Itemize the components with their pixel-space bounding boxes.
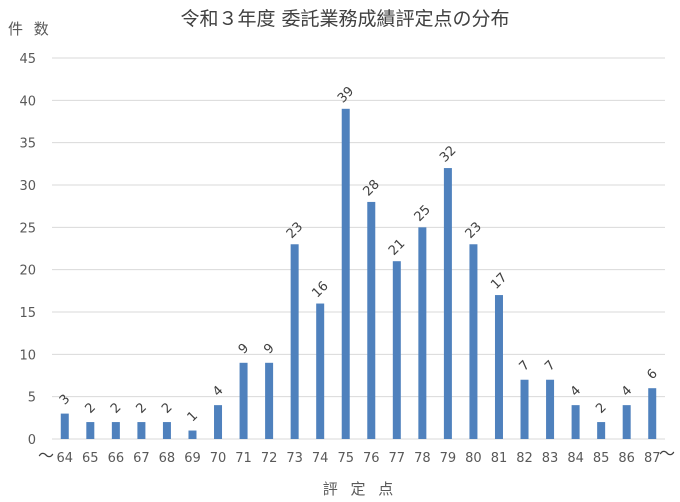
y-tick-label: 10 <box>19 348 36 363</box>
x-tick-label: 78 <box>414 451 431 466</box>
x-tick-label: 81 <box>491 451 508 466</box>
data-label: 7 <box>542 358 558 374</box>
data-label: 7 <box>517 358 533 374</box>
bar <box>86 422 95 439</box>
bar <box>648 388 657 439</box>
y-axis-label: 件 数 <box>8 20 52 38</box>
lower-bound-tilde: 〜 <box>38 446 55 465</box>
x-tick-label: 85 <box>593 451 610 466</box>
data-label: 2 <box>134 400 150 416</box>
x-tick-label: 74 <box>312 451 329 466</box>
data-label: 39 <box>335 84 357 106</box>
bar <box>392 261 401 439</box>
data-label: 2 <box>159 400 175 416</box>
x-tick-label: 71 <box>235 451 252 466</box>
y-tick-label: 20 <box>19 264 36 279</box>
bar <box>60 413 69 439</box>
data-label: 1 <box>185 409 201 425</box>
bar <box>597 422 606 439</box>
y-tick-label: 30 <box>19 179 36 194</box>
x-tick-label: 87 <box>644 451 661 466</box>
bar <box>367 201 376 439</box>
data-label: 28 <box>360 177 382 199</box>
chart-title: 令和３年度 委託業務成績評定点の分布 <box>180 8 510 30</box>
bar <box>418 227 427 439</box>
x-tick-label: 73 <box>286 451 303 466</box>
x-tick-label: 79 <box>440 451 457 466</box>
bar <box>546 379 555 439</box>
data-label: 4 <box>568 383 584 399</box>
bar <box>520 379 529 439</box>
data-label: 32 <box>437 143 459 165</box>
data-label: 2 <box>108 400 124 416</box>
data-label: 23 <box>463 219 485 241</box>
bar <box>290 244 299 439</box>
bar <box>214 405 223 439</box>
bar <box>239 362 248 439</box>
x-tick-label: 70 <box>210 451 227 466</box>
x-tick-label: 67 <box>133 451 150 466</box>
y-tick-label: 45 <box>19 52 36 67</box>
y-tick-label: 5 <box>28 391 36 406</box>
data-label: 6 <box>644 366 660 382</box>
x-tick-label: 68 <box>159 451 176 466</box>
x-tick-label: 65 <box>82 451 99 466</box>
bar <box>162 422 171 439</box>
y-tick-label: 15 <box>19 306 36 321</box>
x-tick-label: 75 <box>337 451 354 466</box>
bar <box>265 362 274 439</box>
bar <box>111 422 120 439</box>
data-label: 2 <box>82 400 98 416</box>
x-tick-label: 80 <box>465 451 482 466</box>
bar <box>443 168 452 440</box>
data-label: 16 <box>309 279 331 301</box>
data-label: 9 <box>261 341 277 357</box>
data-label: 4 <box>210 383 226 399</box>
bar <box>494 295 503 439</box>
x-tick-label: 76 <box>363 451 380 466</box>
bar <box>137 422 146 439</box>
data-label: 23 <box>284 219 306 241</box>
x-tick-label: 77 <box>389 451 406 466</box>
upper-bound-tilde: 〜 <box>659 444 676 463</box>
x-tick-label: 84 <box>567 451 584 466</box>
x-tick-label: 64 <box>56 451 73 466</box>
x-tick-label: 86 <box>618 451 635 466</box>
x-tick-label: 66 <box>108 451 125 466</box>
bar <box>571 405 580 439</box>
y-tick-label: 40 <box>19 94 36 109</box>
data-label: 9 <box>236 341 252 357</box>
bar <box>622 405 631 439</box>
data-label: 21 <box>386 236 408 258</box>
bar <box>469 244 478 439</box>
x-axis-label: 評 定 点 <box>322 480 398 498</box>
data-label: 4 <box>619 383 635 399</box>
data-label: 17 <box>488 270 510 292</box>
bar <box>316 303 325 439</box>
y-tick-label: 35 <box>19 137 36 152</box>
x-tick-label: 83 <box>542 451 559 466</box>
x-tick-label: 69 <box>184 451 201 466</box>
bar <box>188 430 197 439</box>
y-tick-label: 25 <box>19 221 36 236</box>
x-tick-label: 72 <box>261 451 278 466</box>
data-label: 2 <box>593 400 609 416</box>
bar <box>341 108 350 440</box>
data-label: 25 <box>412 203 434 225</box>
x-tick-label: 82 <box>516 451 533 466</box>
y-tick-label: 0 <box>28 433 36 448</box>
data-label: 3 <box>57 392 73 408</box>
